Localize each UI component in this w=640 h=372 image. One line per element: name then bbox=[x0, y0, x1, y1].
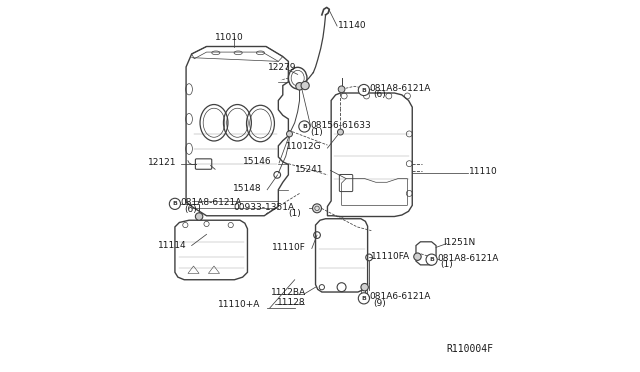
Text: 081A6-6121A: 081A6-6121A bbox=[370, 292, 431, 301]
Circle shape bbox=[338, 86, 345, 93]
Text: 00933-1351A: 00933-1351A bbox=[234, 203, 294, 212]
Text: B: B bbox=[173, 201, 177, 206]
Circle shape bbox=[301, 81, 309, 90]
Text: (6): (6) bbox=[184, 205, 196, 214]
Text: 08156-61633: 08156-61633 bbox=[310, 121, 371, 130]
Text: 081A8-6121A: 081A8-6121A bbox=[438, 254, 499, 263]
Text: B: B bbox=[429, 257, 434, 262]
Circle shape bbox=[361, 283, 369, 291]
Text: (1): (1) bbox=[440, 260, 453, 269]
Circle shape bbox=[358, 84, 369, 96]
Text: (9): (9) bbox=[373, 299, 385, 308]
Text: (1): (1) bbox=[289, 209, 301, 218]
Circle shape bbox=[296, 83, 303, 90]
Text: B: B bbox=[362, 87, 366, 93]
Text: I1251N: I1251N bbox=[443, 238, 475, 247]
Text: 11140: 11140 bbox=[338, 21, 367, 30]
Circle shape bbox=[195, 213, 203, 220]
Circle shape bbox=[287, 131, 292, 137]
Text: 1112BA: 1112BA bbox=[271, 288, 306, 296]
Circle shape bbox=[299, 121, 310, 132]
Text: 11110F: 11110F bbox=[272, 243, 306, 252]
Text: 11010: 11010 bbox=[214, 33, 243, 42]
Text: 11114: 11114 bbox=[157, 241, 186, 250]
Text: B: B bbox=[302, 124, 307, 129]
Circle shape bbox=[358, 293, 369, 304]
Circle shape bbox=[337, 129, 344, 135]
Text: 12279: 12279 bbox=[268, 63, 296, 72]
Text: 11128: 11128 bbox=[277, 298, 306, 307]
Circle shape bbox=[170, 198, 180, 209]
Circle shape bbox=[426, 254, 437, 265]
Text: (1): (1) bbox=[310, 128, 323, 137]
Circle shape bbox=[312, 204, 321, 213]
Text: 11110FA: 11110FA bbox=[371, 252, 410, 261]
Circle shape bbox=[413, 253, 421, 260]
Text: R110004F: R110004F bbox=[446, 344, 493, 354]
Text: 12121: 12121 bbox=[148, 158, 177, 167]
Text: B: B bbox=[362, 296, 366, 301]
Text: 15146: 15146 bbox=[243, 157, 271, 166]
Text: 15241: 15241 bbox=[295, 165, 324, 174]
Text: 11110+A: 11110+A bbox=[218, 300, 260, 309]
Text: 15148: 15148 bbox=[232, 185, 261, 193]
Text: 11012G: 11012G bbox=[286, 142, 321, 151]
Text: 081A8-6121A: 081A8-6121A bbox=[370, 84, 431, 93]
Text: 081A8-6121A: 081A8-6121A bbox=[181, 198, 243, 207]
Text: 11110: 11110 bbox=[468, 167, 497, 176]
Text: (6): (6) bbox=[373, 90, 385, 99]
